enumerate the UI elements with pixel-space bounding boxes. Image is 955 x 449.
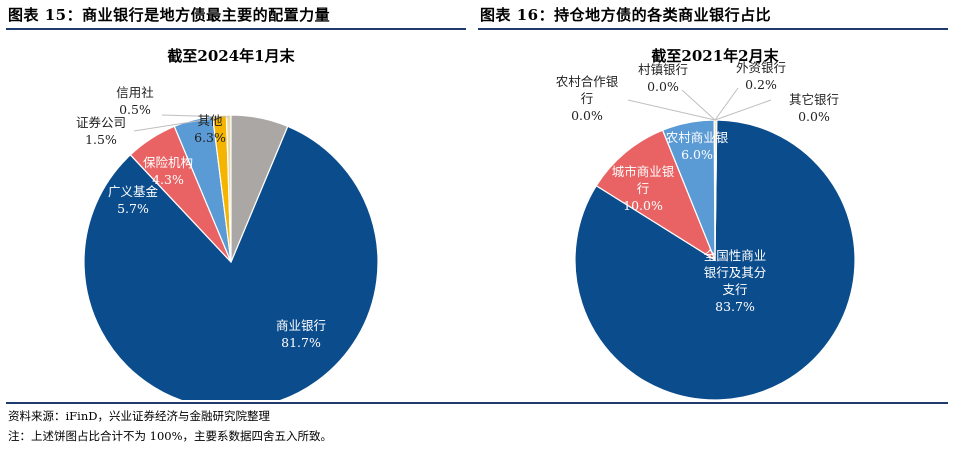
slice-label-3: 证券公司 (76, 115, 126, 130)
slice-value-label-3: 1.5% (85, 132, 117, 147)
slice-label-3: 行 (581, 91, 594, 106)
chart-title: 截至2024年1月末 (167, 47, 295, 65)
slice-label-5: 外资银行 (736, 60, 786, 75)
slice-label-6: 其它银行 (789, 92, 839, 107)
slice-label-4: 村镇银行 (638, 62, 688, 77)
figure-15-title: 图表 15：商业银行是地方债最主要的配置力量 (8, 6, 331, 24)
pie-slice-0 (83, 125, 379, 400)
slice-value-label-6: 0.0% (798, 109, 830, 124)
title-underline-left (6, 28, 466, 30)
leader-line (133, 116, 220, 132)
slice-label-1: 广义基金 (108, 184, 159, 199)
slice-label-0: 银行及其分 (704, 265, 767, 280)
footer-rule (6, 402, 948, 404)
slice-label-0: 支行 (722, 282, 747, 297)
pie-slice-0 (574, 119, 856, 400)
slice-label-0: 商业银行 (276, 318, 326, 333)
slice-label-1: 行 (637, 181, 650, 196)
slice-label-2: 保险机构 (143, 155, 193, 170)
pie-chart-right: 截至2021年2月末全国性商业银行及其分支行83.7%城市商业银行10.0%农村… (556, 47, 856, 400)
pie-slice-5 (230, 114, 289, 263)
slice-value-label-1: 10.0% (623, 198, 663, 213)
slice-label-5: 其他 (197, 113, 223, 128)
slice-value-label-2: 6.0% (681, 147, 713, 162)
footnote: 注：上述饼图占比合计不为 100%，主要系数据四舍五入所致。 (8, 429, 333, 443)
slice-value-label-2: 4.3% (152, 172, 184, 187)
pie-slice-1 (595, 129, 717, 262)
slice-label-1: 城市商业银 (612, 164, 675, 179)
slice-value-label-0: 81.7% (281, 335, 321, 350)
title-underline-right (478, 28, 948, 30)
leader-line (161, 114, 229, 118)
slice-label-2: 农村商业银 (666, 130, 729, 145)
slice-value-label-4: 0.0% (647, 79, 679, 94)
slice-value-label-1: 5.7% (117, 201, 149, 216)
slice-label-0: 全国性商业 (704, 248, 767, 263)
leader-line (714, 87, 739, 121)
slice-value-label-5: 6.3% (194, 130, 226, 145)
pie-group-1: 截至2021年2月末全国性商业银行及其分支行83.7%城市商业银行10.0%农村… (556, 47, 856, 400)
slice-value-label-3: 0.0% (571, 108, 603, 123)
chart-title: 截至2021年2月末 (651, 47, 779, 65)
figure-16-title: 图表 16：持仓地方债的各类商业银行占比 (480, 6, 772, 24)
leader-line (714, 99, 772, 121)
source-note: 资料来源：iFinD，兴业证券经济与金融研究院整理 (8, 409, 270, 423)
slice-label-3: 农村合作银 (556, 74, 619, 89)
slice-value-label-4: 0.5% (119, 102, 151, 117)
slice-value-label-0: 83.7% (715, 299, 755, 314)
leader-line (681, 89, 716, 121)
slice-value-label-5: 0.2% (745, 77, 777, 92)
slice-label-4: 信用社 (116, 85, 154, 100)
leader-line (627, 99, 716, 121)
